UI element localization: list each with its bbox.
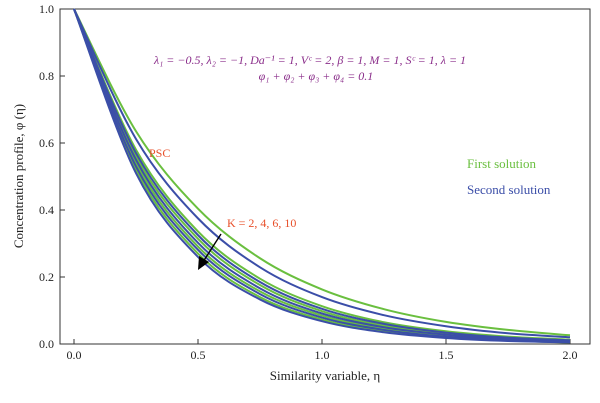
- x-tick-label: 0.5: [191, 348, 206, 362]
- second-solution-line-8: [73, 8, 571, 343]
- second-solution-line-5: [73, 8, 571, 339]
- x-tick-label: 0.0: [67, 348, 82, 362]
- x-axis-label: Similarity variable, η: [270, 368, 381, 383]
- y-axis-ticks: 0.0 0.2 0.4 0.6 0.8 1.0: [39, 2, 65, 351]
- first-solution-line-0: [73, 8, 571, 337]
- y-tick-label: 0.0: [39, 337, 54, 351]
- legend-second-solution: Second solution: [467, 182, 551, 197]
- y-tick-label: 0.4: [39, 203, 54, 217]
- legend-first-solution: First solution: [467, 156, 536, 171]
- k-annotation: K = 2, 4, 6, 10: [227, 216, 296, 230]
- y-tick-label: 0.2: [39, 270, 54, 284]
- plot-frame: [59, 8, 591, 345]
- k-arrow-head: [198, 256, 209, 270]
- psc-annotation: PSC: [149, 146, 170, 160]
- second-solution-line-6: [73, 8, 571, 342]
- y-tick-label: 0.8: [39, 69, 54, 83]
- second-solution-line-7: [73, 8, 571, 343]
- y-tick-label: 1.0: [39, 2, 54, 16]
- x-tick-label: 1.0: [315, 348, 330, 362]
- y-tick-label: 0.6: [39, 136, 54, 150]
- first-solution-line-1: [73, 8, 571, 341]
- x-axis-ticks: 0.0 0.5 1.0 1.5 2.0: [67, 339, 578, 362]
- x-tick-label: 1.5: [439, 348, 454, 362]
- params-line-1: λ₁ = −0.5, λ₂ = −1, Da⁻¹ = 1, Vᶜ = 2, β …: [153, 53, 466, 67]
- params-line-2: φ₁ + φ₂ + φ₃ + φ₄ = 0.1: [259, 69, 374, 83]
- y-axis-label: Concentration profile, φ (η): [11, 104, 26, 248]
- x-tick-label: 2.0: [563, 348, 578, 362]
- second-solution-line-9: [73, 8, 571, 344]
- series-lines: [73, 8, 571, 344]
